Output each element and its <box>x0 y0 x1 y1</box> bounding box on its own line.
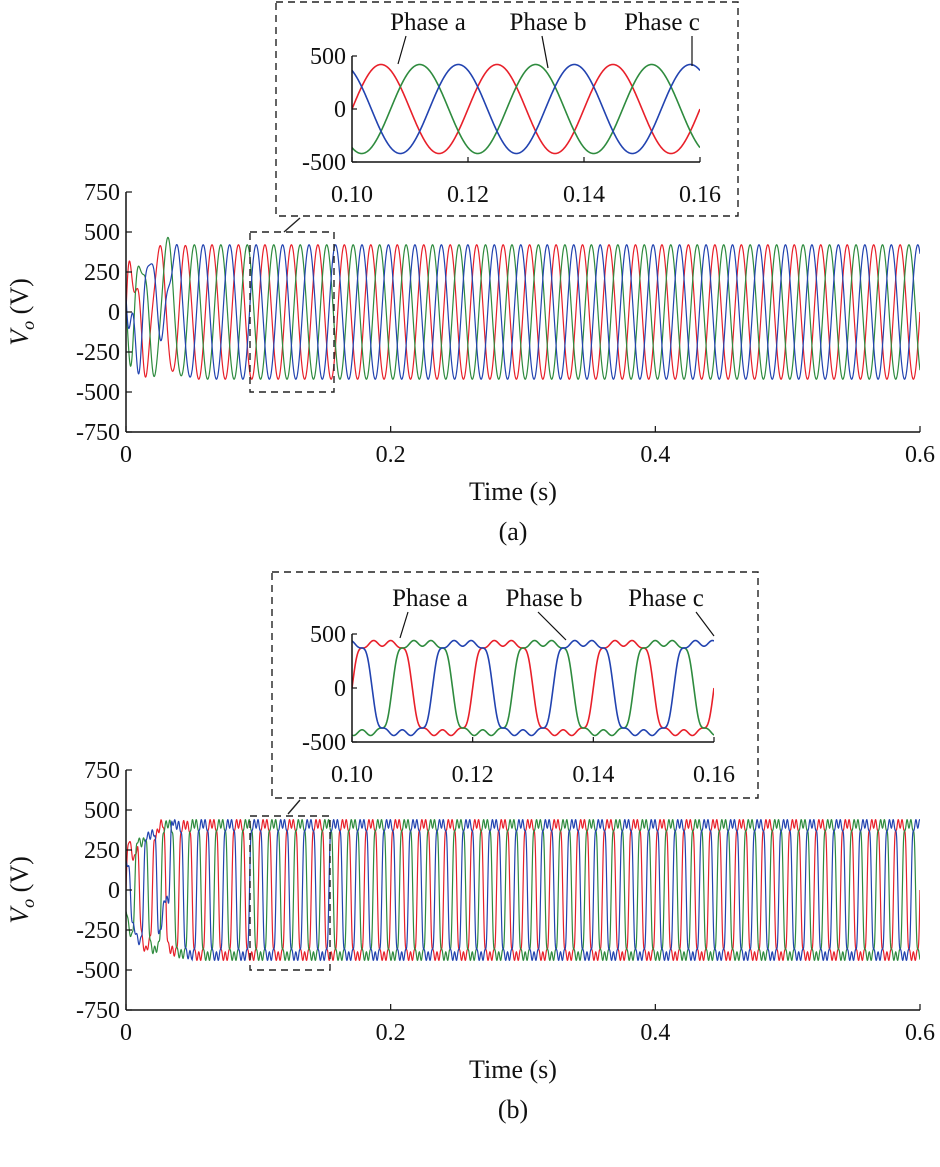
y-axis-label: Vo (V) <box>5 278 38 345</box>
y-axis-label: Vo (V) <box>5 856 38 923</box>
y-tick-label: 250 <box>84 838 120 864</box>
inset-y-tick-label: 0 <box>334 97 346 123</box>
y-tick-label: 500 <box>84 220 120 246</box>
x-tick-label: 0 <box>120 442 132 468</box>
x-tick-label: 0.4 <box>640 1020 670 1046</box>
annotation-leader-line <box>537 611 567 641</box>
annotation-leader-line <box>541 35 549 69</box>
series-phase-a-line <box>126 244 920 380</box>
y-tick-label: -750 <box>76 420 120 446</box>
inset-series-phase-a-line <box>352 63 700 155</box>
inset-x-tick-label: 0.16 <box>679 182 721 208</box>
inset-series-phase-b-line <box>352 63 700 155</box>
y-axis-label-symbol: V <box>5 327 34 346</box>
inset-x-tick-label: 0.10 <box>331 182 373 208</box>
phase-annotation: Phase c <box>624 9 700 36</box>
y-axis-label-subscript: o <box>18 321 38 330</box>
zoom-region-box <box>249 815 331 971</box>
zoom-region-box <box>249 231 335 393</box>
x-tick-label: 0.6 <box>905 442 935 468</box>
y-tick-label: -750 <box>76 998 120 1024</box>
phase-annotation: Phase a <box>390 9 466 36</box>
x-tick-label: 0.4 <box>640 442 670 468</box>
y-tick-label: 750 <box>84 758 120 784</box>
y-tick-label: 0 <box>108 300 120 326</box>
y-axis-label-subscript: o <box>18 899 38 908</box>
x-axis-label: Time (s) <box>469 477 557 506</box>
y-tick-label: -500 <box>76 380 120 406</box>
phase-annotation: Phase c <box>628 585 704 612</box>
series-phase-c-line <box>126 243 920 380</box>
inset-series-phase-a-line <box>352 639 714 737</box>
x-tick-label: 0.2 <box>376 1020 406 1046</box>
x-tick-label: 0.6 <box>905 1020 935 1046</box>
inset-x-tick-label: 0.14 <box>563 182 605 208</box>
y-tick-label: -250 <box>76 918 120 944</box>
annotation-leader-line <box>695 611 715 637</box>
inset-x-tick-label: 0.10 <box>331 762 373 788</box>
series-phase-b-line <box>126 819 920 961</box>
y-axis-label-unit: (V) <box>5 278 34 321</box>
inset-y-tick-label: 500 <box>310 622 346 648</box>
inset-y-tick-label: 0 <box>334 676 346 702</box>
phase-annotation: Phase a <box>392 585 468 612</box>
y-tick-label: 0 <box>108 878 120 904</box>
panel-caption: (b) <box>498 1095 528 1124</box>
y-tick-label: -250 <box>76 340 120 366</box>
panel-caption: (a) <box>499 517 528 546</box>
x-tick-label: 0 <box>120 1020 132 1046</box>
zoom-connector <box>283 217 301 233</box>
annotation-leader-line <box>399 611 409 639</box>
y-axis-label-unit: (V) <box>5 856 34 899</box>
phase-annotation: Phase b <box>509 9 586 36</box>
y-tick-label: 500 <box>84 798 120 824</box>
phase-annotation: Phase b <box>505 585 582 612</box>
y-tick-label: 250 <box>84 260 120 286</box>
inset-y-tick-label: -500 <box>302 730 346 756</box>
y-tick-label: 750 <box>84 180 120 206</box>
x-axis-label: Time (s) <box>469 1055 557 1084</box>
inset-x-tick-label: 0.16 <box>693 762 735 788</box>
series-phase-c-line <box>126 818 920 962</box>
inset-series-phase-c-line <box>352 639 714 737</box>
inset-x-tick-label: 0.14 <box>572 762 614 788</box>
inset-series-phase-b-line <box>352 639 714 737</box>
y-axis-label-symbol: V <box>5 905 34 924</box>
y-tick-label: -500 <box>76 958 120 984</box>
series-phase-a-line <box>126 818 920 961</box>
annotation-leader-line <box>397 35 407 65</box>
series-phase-b-line <box>126 236 920 380</box>
inset-x-tick-label: 0.12 <box>452 762 494 788</box>
inset-x-tick-label: 0.12 <box>447 182 489 208</box>
x-tick-label: 0.2 <box>376 442 406 468</box>
inset-series-phase-c-line <box>352 63 700 155</box>
inset-y-tick-label: 500 <box>310 44 346 70</box>
inset-y-tick-label: -500 <box>302 150 346 176</box>
zoom-connector <box>287 799 301 815</box>
